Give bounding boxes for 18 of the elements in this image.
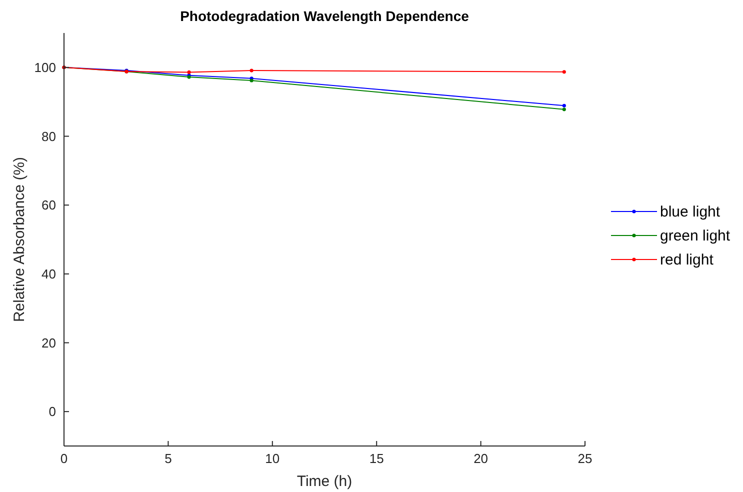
x-tick-label: 0 xyxy=(60,451,68,466)
legend-label: blue light xyxy=(660,204,721,220)
x-tick-label: 25 xyxy=(578,451,592,466)
x-tick-label: 15 xyxy=(369,451,384,466)
y-tick-label: 20 xyxy=(42,335,56,350)
x-axis-title: Time (h) xyxy=(296,473,352,490)
chart-title: Photodegradation Wavelength Dependence xyxy=(180,8,470,24)
y-tick-label: 80 xyxy=(42,128,56,144)
x-tick-label: 5 xyxy=(164,451,172,466)
y-tick-label: 0 xyxy=(48,404,56,420)
y-tick-label: 40 xyxy=(42,266,56,282)
x-tick-label: 10 xyxy=(265,451,280,466)
legend-label: red light xyxy=(660,252,714,268)
y-tick-label: 60 xyxy=(42,198,56,213)
x-tick-label: 20 xyxy=(474,451,488,466)
y-axis-title: Relative Absorbance (%) xyxy=(11,156,28,322)
y-tick-label: 100 xyxy=(34,60,56,75)
legend-label: green light xyxy=(660,228,731,244)
